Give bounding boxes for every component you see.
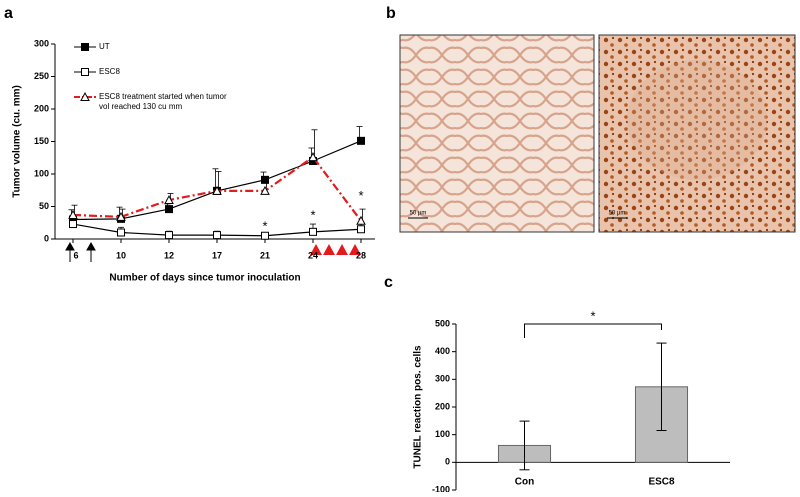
marker: [357, 136, 365, 145]
x-tick-label: ESC8: [648, 477, 675, 488]
x-tick-label: 28: [356, 250, 366, 260]
y-tick-label: -100: [432, 484, 450, 492]
marker: [356, 215, 366, 225]
annotation: *: [358, 188, 363, 203]
x-tick-label: 24: [308, 250, 318, 260]
y-tick-label: 50: [39, 201, 49, 211]
marker: [69, 220, 77, 229]
marker: [68, 209, 78, 219]
marker: [309, 227, 317, 236]
micrograph-control: [399, 34, 595, 233]
marker: [116, 211, 126, 221]
dose-triangles: [310, 244, 361, 255]
y-tick-label: 200: [435, 401, 450, 411]
y-tick-label: 300: [34, 38, 49, 48]
x-tick-label: 6: [73, 250, 78, 260]
x-tick-label: 12: [164, 250, 174, 260]
legend-entry: UT: [99, 42, 110, 51]
legend-label: ESC8 treatment started when tumor vol re…: [99, 92, 227, 111]
y-tick-label: 150: [34, 136, 49, 146]
y-tick-label: 100: [435, 429, 450, 439]
y-tick-label: 300: [435, 374, 450, 384]
x-axis-label: Number of days since tumor inoculation: [109, 273, 300, 284]
marker: [117, 228, 125, 237]
panel-label: a: [4, 5, 13, 22]
marker: [308, 152, 318, 162]
marker: [81, 68, 89, 76]
significance-bracket: [524, 323, 662, 338]
start-arrows: [65, 241, 96, 262]
y-tick-label: 400: [435, 346, 450, 356]
legend-entry: ESC8 treatment started when tumor vol re…: [99, 92, 227, 111]
marker: [261, 175, 269, 184]
scale-bar-label: 50 µm: [609, 211, 626, 217]
tissue-region: [627, 60, 767, 180]
y-tick-label: 500: [435, 318, 450, 328]
series-line: [72, 140, 362, 221]
y-tick-label: 200: [34, 103, 49, 113]
marker: [212, 185, 222, 195]
legend-label: UT: [99, 42, 110, 51]
y-tick-label: 0: [44, 233, 49, 243]
micrograph-esc8: [598, 34, 796, 233]
marker: [80, 91, 90, 101]
x-tick-label: Con: [515, 477, 534, 488]
panel-label: b: [386, 5, 396, 22]
y-tick-label: 100: [34, 168, 49, 178]
y-axis-label: TUNEL reaction pos. cells: [413, 345, 424, 469]
marker: [260, 185, 270, 195]
significance-label: *: [590, 308, 595, 323]
y-tick-label: 250: [34, 71, 49, 81]
x-tick-label: 17: [212, 250, 222, 260]
panel-label: c: [384, 274, 393, 291]
x-tick-label: 10: [116, 250, 126, 260]
scale-bar-label: 50 µm: [410, 211, 427, 217]
marker: [261, 231, 269, 240]
marker: [213, 231, 221, 240]
marker: [165, 231, 173, 240]
annotation: *: [310, 208, 315, 223]
legend-entry: ESC8: [99, 67, 120, 76]
marker: [165, 205, 173, 214]
marker: [164, 194, 174, 204]
marker: [81, 43, 89, 51]
y-axis-label: Tumor volume (cu. mm): [12, 85, 23, 198]
marker: [357, 225, 365, 234]
legend-label: ESC8: [99, 67, 120, 76]
annotation: *: [262, 219, 267, 234]
x-tick-label: 21: [260, 250, 270, 260]
y-tick-label: 0: [445, 457, 450, 467]
